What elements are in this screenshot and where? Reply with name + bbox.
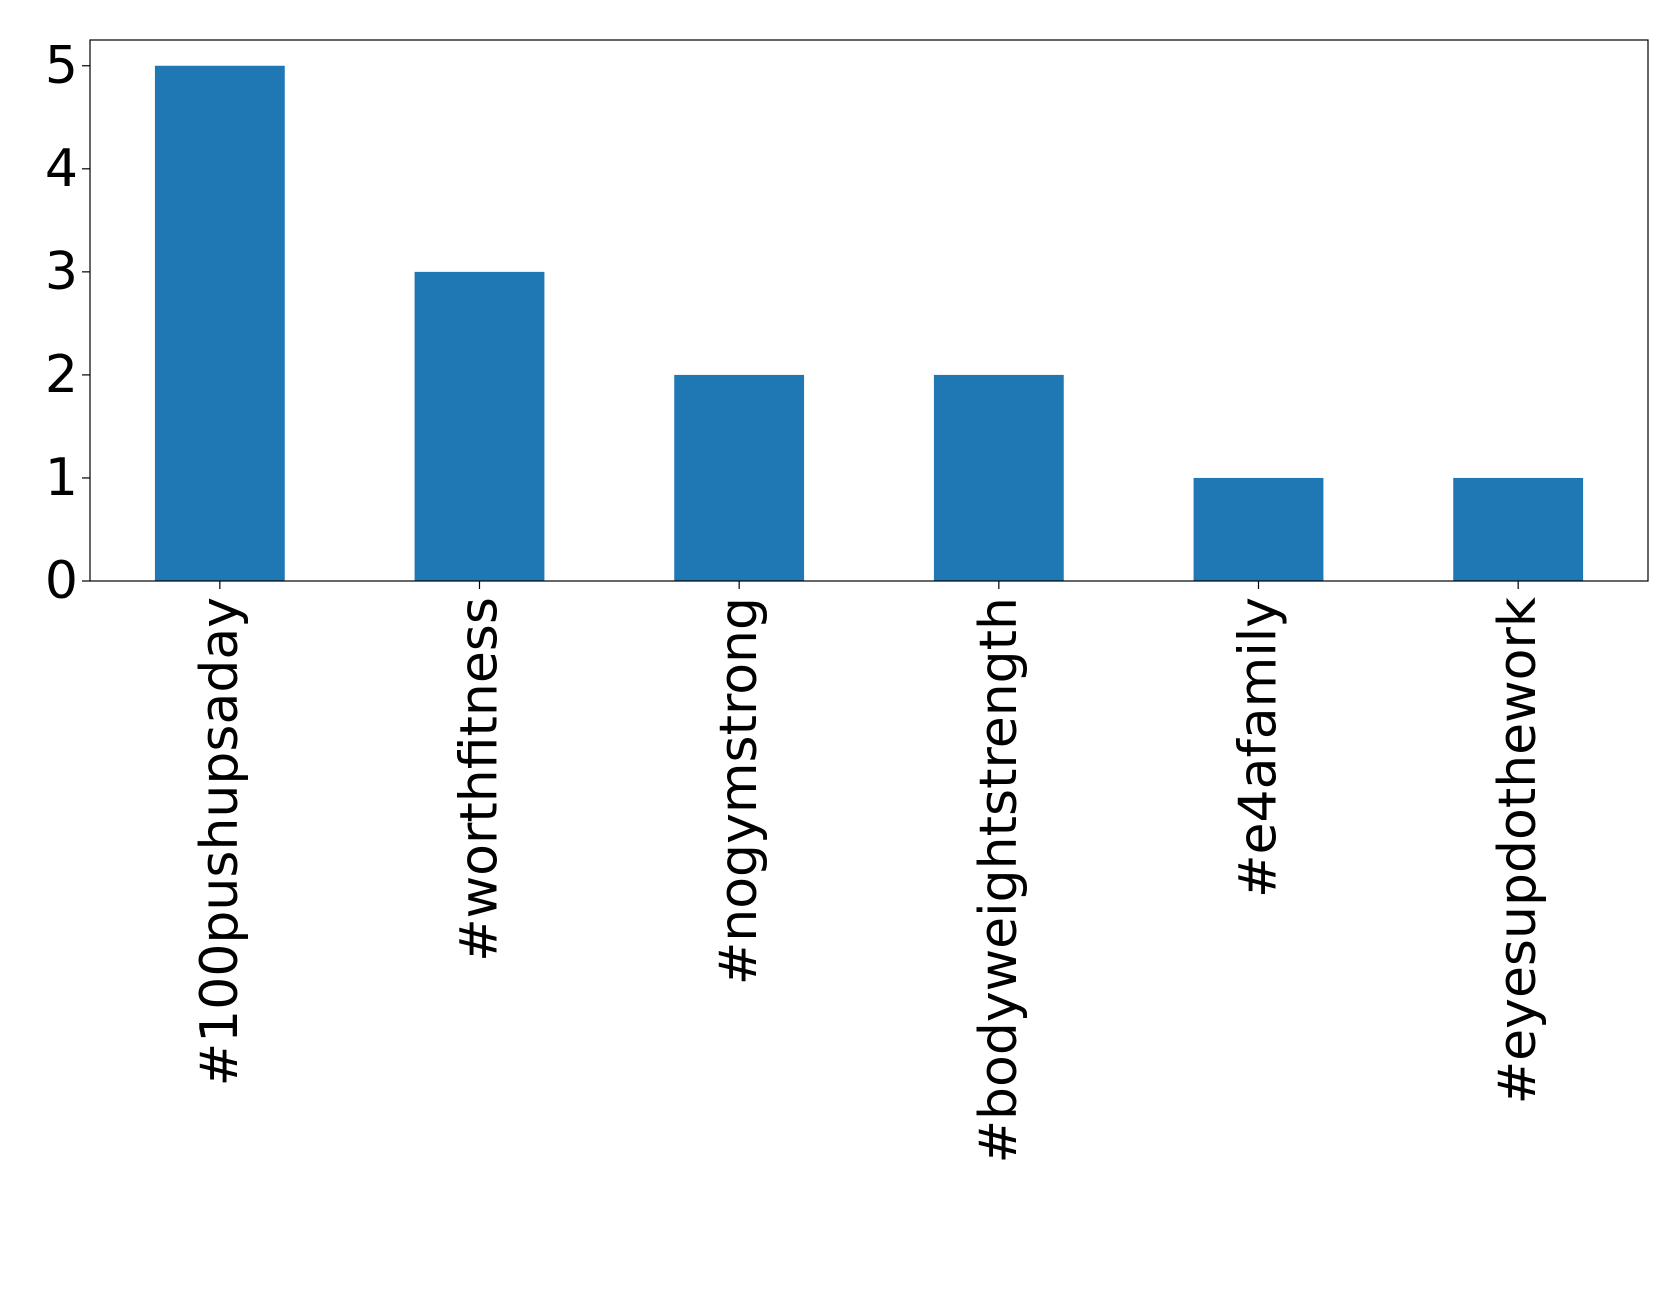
bar — [674, 374, 805, 581]
x-tick-label: #100pushupsaday — [190, 597, 250, 1086]
plot-frame — [89, 39, 1649, 582]
x-tick-label: #e4afamily — [1229, 597, 1289, 898]
bar — [933, 374, 1064, 581]
x-tick-label: #worthfitness — [450, 597, 510, 962]
bar — [154, 65, 285, 581]
bar — [414, 271, 545, 581]
x-tick-label: #bodyweightstrength — [969, 597, 1029, 1164]
bar — [1193, 477, 1324, 581]
y-tick-label: 3 — [45, 242, 78, 302]
x-tick-label: #nogymstrong — [709, 597, 769, 985]
y-tick-label: 5 — [45, 36, 78, 96]
y-tick-label: 2 — [45, 345, 78, 405]
y-tick-label: 1 — [45, 448, 78, 508]
y-tick-label: 4 — [45, 139, 78, 199]
y-tick-label: 0 — [45, 551, 78, 611]
bar — [1453, 477, 1584, 581]
x-tick-label: #eyesupdothework — [1488, 597, 1548, 1104]
